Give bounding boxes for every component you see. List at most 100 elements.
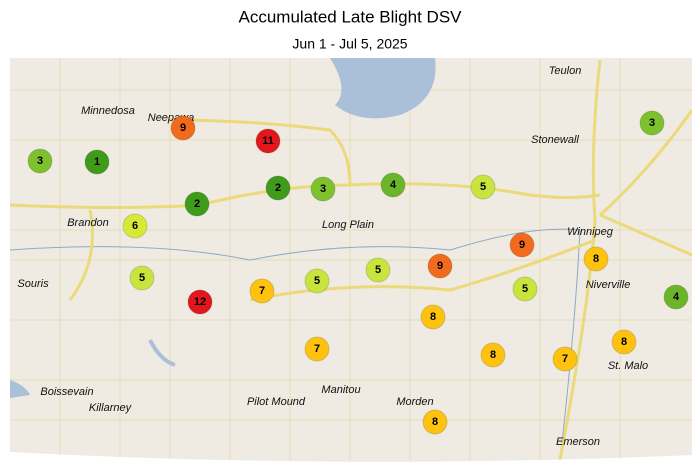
station: 5 <box>304 268 330 294</box>
station: 5 <box>365 257 391 283</box>
station-marker <box>480 342 506 368</box>
station-value: 5 <box>522 283 528 295</box>
station-marker <box>255 128 281 154</box>
station-value: 3 <box>37 155 43 167</box>
station: 8 <box>420 304 446 330</box>
place-label: Boissevain <box>40 386 93 398</box>
station-marker <box>84 149 110 175</box>
station-value: 7 <box>259 285 265 297</box>
station-marker <box>122 213 148 239</box>
station-marker <box>427 253 453 279</box>
station-value: 8 <box>432 416 438 428</box>
subtitle: Jun 1 - Jul 5, 2025 <box>292 36 407 52</box>
station-value: 7 <box>562 353 568 365</box>
station-marker <box>420 304 446 330</box>
station-marker <box>304 268 330 294</box>
basemap <box>10 58 692 462</box>
station-value: 8 <box>621 336 627 348</box>
place-label: Stonewall <box>531 134 579 146</box>
station: 7 <box>552 346 578 372</box>
station-value: 9 <box>519 239 525 251</box>
station-marker <box>470 174 496 200</box>
place-label: Niverville <box>586 279 631 291</box>
station-marker <box>639 110 665 136</box>
station-marker <box>611 329 637 355</box>
station: 8 <box>611 329 637 355</box>
station-value: 11 <box>262 135 274 147</box>
station-marker <box>187 289 213 315</box>
station-marker <box>365 257 391 283</box>
station-value: 7 <box>314 343 320 355</box>
station: 11 <box>255 128 281 154</box>
station-value: 5 <box>314 275 320 287</box>
station-marker <box>27 148 53 174</box>
station-value: 2 <box>194 198 200 210</box>
stations: 3 1 9 11 2 2 3 4 5 3 6 5 12 7 5 5 9 9 8 5 4 8 7 8 7 8 8 <box>27 110 689 435</box>
station: 7 <box>249 278 275 304</box>
station-value: 6 <box>132 220 138 232</box>
place-label: Manitou <box>321 384 360 396</box>
station-value: 8 <box>430 311 436 323</box>
station: 12 <box>187 289 213 315</box>
station-value: 8 <box>490 349 496 361</box>
station-value: 3 <box>649 117 655 129</box>
place-label: Souris <box>17 278 49 290</box>
station: 5 <box>129 265 155 291</box>
station: 8 <box>583 246 609 272</box>
station-value: 4 <box>673 291 680 303</box>
station-marker <box>170 115 196 141</box>
place-label: Killarney <box>89 402 133 414</box>
station: 8 <box>422 409 448 435</box>
station-value: 9 <box>437 260 443 272</box>
place-label: Long Plain <box>322 219 374 231</box>
station-value: 9 <box>180 122 186 134</box>
station: 1 <box>84 149 110 175</box>
place-label: Winnipeg <box>567 226 614 238</box>
station: 5 <box>512 276 538 302</box>
station-value: 4 <box>390 179 397 191</box>
station-marker <box>583 246 609 272</box>
station-value: 5 <box>480 181 486 193</box>
station-marker <box>512 276 538 302</box>
station: 9 <box>509 232 535 258</box>
place-label: Emerson <box>556 436 600 448</box>
place-label: St. Malo <box>608 360 648 372</box>
station: 8 <box>480 342 506 368</box>
station-marker <box>265 175 291 201</box>
place-label: Minnedosa <box>81 105 135 117</box>
station: 5 <box>470 174 496 200</box>
station-value: 5 <box>139 272 145 284</box>
station: 2 <box>184 191 210 217</box>
station: 3 <box>27 148 53 174</box>
station-marker <box>129 265 155 291</box>
station: 4 <box>380 172 406 198</box>
station: 3 <box>310 176 336 202</box>
station-value: 5 <box>375 264 381 276</box>
station: 2 <box>265 175 291 201</box>
station-marker <box>663 284 689 310</box>
place-label: Pilot Mound <box>247 396 306 408</box>
station-marker <box>422 409 448 435</box>
station-value: 1 <box>94 156 100 168</box>
station-value: 3 <box>320 183 326 195</box>
station-marker <box>249 278 275 304</box>
station-marker <box>552 346 578 372</box>
place-label: Morden <box>396 396 433 408</box>
station: 3 <box>639 110 665 136</box>
place-label: Brandon <box>67 217 109 229</box>
station-marker <box>184 191 210 217</box>
station-value: 2 <box>275 182 281 194</box>
station-marker <box>310 176 336 202</box>
station-marker <box>509 232 535 258</box>
station: 9 <box>427 253 453 279</box>
title: Accumulated Late Blight DSV <box>238 7 462 26</box>
station: 9 <box>170 115 196 141</box>
station: 4 <box>663 284 689 310</box>
station-marker <box>304 336 330 362</box>
station-value: 12 <box>194 296 206 308</box>
place-label: Teulon <box>549 65 582 77</box>
station: 7 <box>304 336 330 362</box>
station: 6 <box>122 213 148 239</box>
